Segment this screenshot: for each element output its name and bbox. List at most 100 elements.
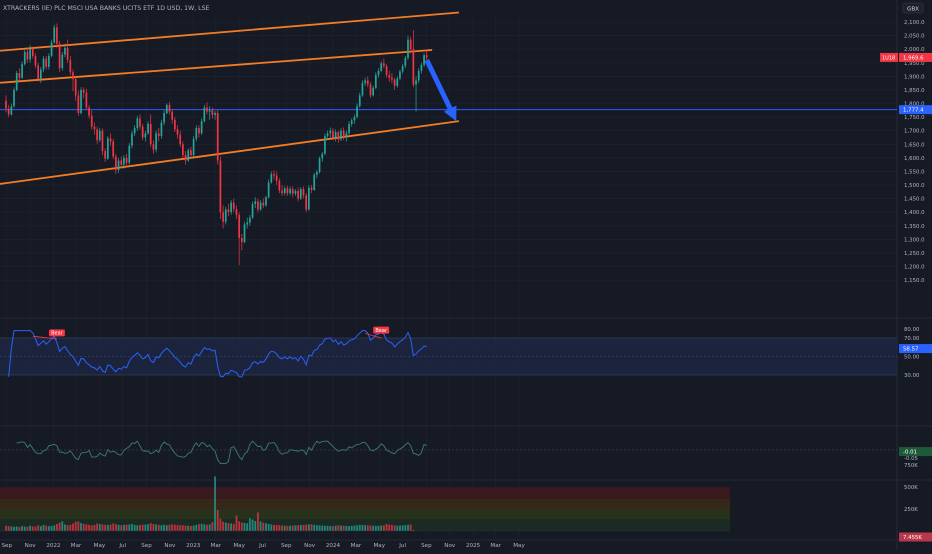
axes: 2,100.02,050.02,000.01,950.01,900.01,850… [1, 20, 932, 549]
volume-bar [262, 523, 264, 531]
volume-bar [32, 526, 34, 531]
volume-bar [131, 524, 133, 531]
volume-bar [80, 523, 82, 531]
candle-body [171, 112, 173, 120]
volume-bar [257, 513, 259, 531]
volume-bar [394, 525, 396, 531]
price-tick-label: 1,550.0 [904, 169, 925, 175]
candle-body [158, 133, 160, 136]
volume-bar [209, 524, 211, 531]
candle-body [195, 128, 197, 139]
candle-body [241, 238, 243, 242]
candle-body [324, 136, 326, 154]
price-tick-label: 1,600.0 [904, 156, 925, 162]
currency-badge[interactable]: GBX [903, 3, 923, 13]
volume-bar [278, 525, 280, 531]
volume-bar [305, 525, 307, 531]
volume-bar [340, 526, 342, 531]
volume-bar [348, 526, 350, 531]
volume-bar [260, 521, 262, 531]
candle-body [8, 109, 10, 115]
time-tick-label: 2025 [466, 543, 481, 549]
volume-bar [300, 525, 302, 531]
candle-body [279, 181, 281, 191]
price-tick-label: 1,150.0 [904, 278, 925, 284]
volume-bar [273, 525, 275, 531]
candle-body [198, 128, 200, 133]
price-tick-label: 1,900.0 [904, 74, 925, 80]
candle-body [179, 135, 181, 145]
volume-bar [332, 526, 334, 531]
volume-bar [83, 524, 85, 531]
candle-body [13, 90, 15, 106]
candle-body [364, 80, 366, 83]
volume-bar [265, 523, 267, 531]
volume-background-band [0, 499, 730, 509]
candle-body [45, 59, 47, 67]
volume-bar [386, 524, 388, 531]
candle-body [265, 197, 267, 205]
volume-bar [351, 526, 353, 531]
volume-bar [27, 527, 29, 531]
volume-bar [254, 521, 256, 531]
volume-bar [268, 524, 270, 531]
volume-bar [295, 525, 297, 531]
volume-bar [56, 524, 58, 531]
volume-bar [86, 524, 88, 531]
volume-bar [48, 526, 50, 531]
candle-body [343, 131, 345, 137]
candle-body [244, 224, 246, 242]
volume-bar [222, 522, 224, 531]
volume-tick-label: 500K [904, 485, 918, 491]
candle-body [96, 129, 98, 140]
candle-body [123, 158, 125, 165]
volume-bar [29, 526, 31, 531]
volume-bar [10, 527, 12, 531]
volume-bar [150, 523, 152, 531]
drawing-lines [0, 12, 897, 183]
price-tick-label: 2,050.0 [904, 34, 925, 40]
candle-body [185, 155, 187, 160]
volume-bar [174, 525, 176, 531]
volume-bar [166, 525, 168, 531]
candle-body [11, 106, 13, 114]
candle-body [190, 150, 192, 155]
price-tick-label: 1,350.0 [904, 224, 925, 230]
time-tick-label: 2024 [326, 543, 341, 549]
chart-title: XTRACKERS (IE) PLC MSCI USA BANKS UCITS … [3, 5, 210, 12]
last-price-tag-prefix: 1U18 [882, 55, 895, 61]
volume-bar [236, 516, 238, 531]
candle-body [21, 64, 23, 78]
candle-body [418, 71, 420, 81]
candle-body [29, 49, 31, 60]
candle-body [145, 133, 147, 137]
candle-body [83, 90, 85, 93]
candle-body [362, 83, 364, 95]
candle-body [260, 203, 262, 210]
volume-bar [67, 525, 69, 531]
candle-body [150, 124, 152, 144]
currency-badge-label: GBX [907, 7, 919, 13]
volume-bar [72, 524, 74, 531]
candle-body [51, 42, 53, 56]
candle-body [394, 80, 396, 86]
volume-bar [270, 524, 272, 531]
candle-body [35, 56, 37, 66]
volume-bar [201, 524, 203, 531]
candle-body [53, 27, 55, 42]
time-tick-label: 2022 [46, 543, 60, 549]
candle-body [354, 117, 356, 120]
candle-body [112, 142, 114, 157]
candle-body [67, 48, 69, 60]
volume-bar [238, 521, 240, 531]
candle-body [80, 90, 82, 113]
volume-bar [375, 526, 377, 531]
volume-tick-label: 250K [904, 507, 918, 513]
volume-bar [410, 525, 412, 531]
candle-body [61, 55, 63, 69]
volume-bar [284, 526, 286, 531]
volume-bar [249, 518, 251, 531]
volume-bar [246, 523, 248, 531]
candle-body [88, 108, 90, 116]
